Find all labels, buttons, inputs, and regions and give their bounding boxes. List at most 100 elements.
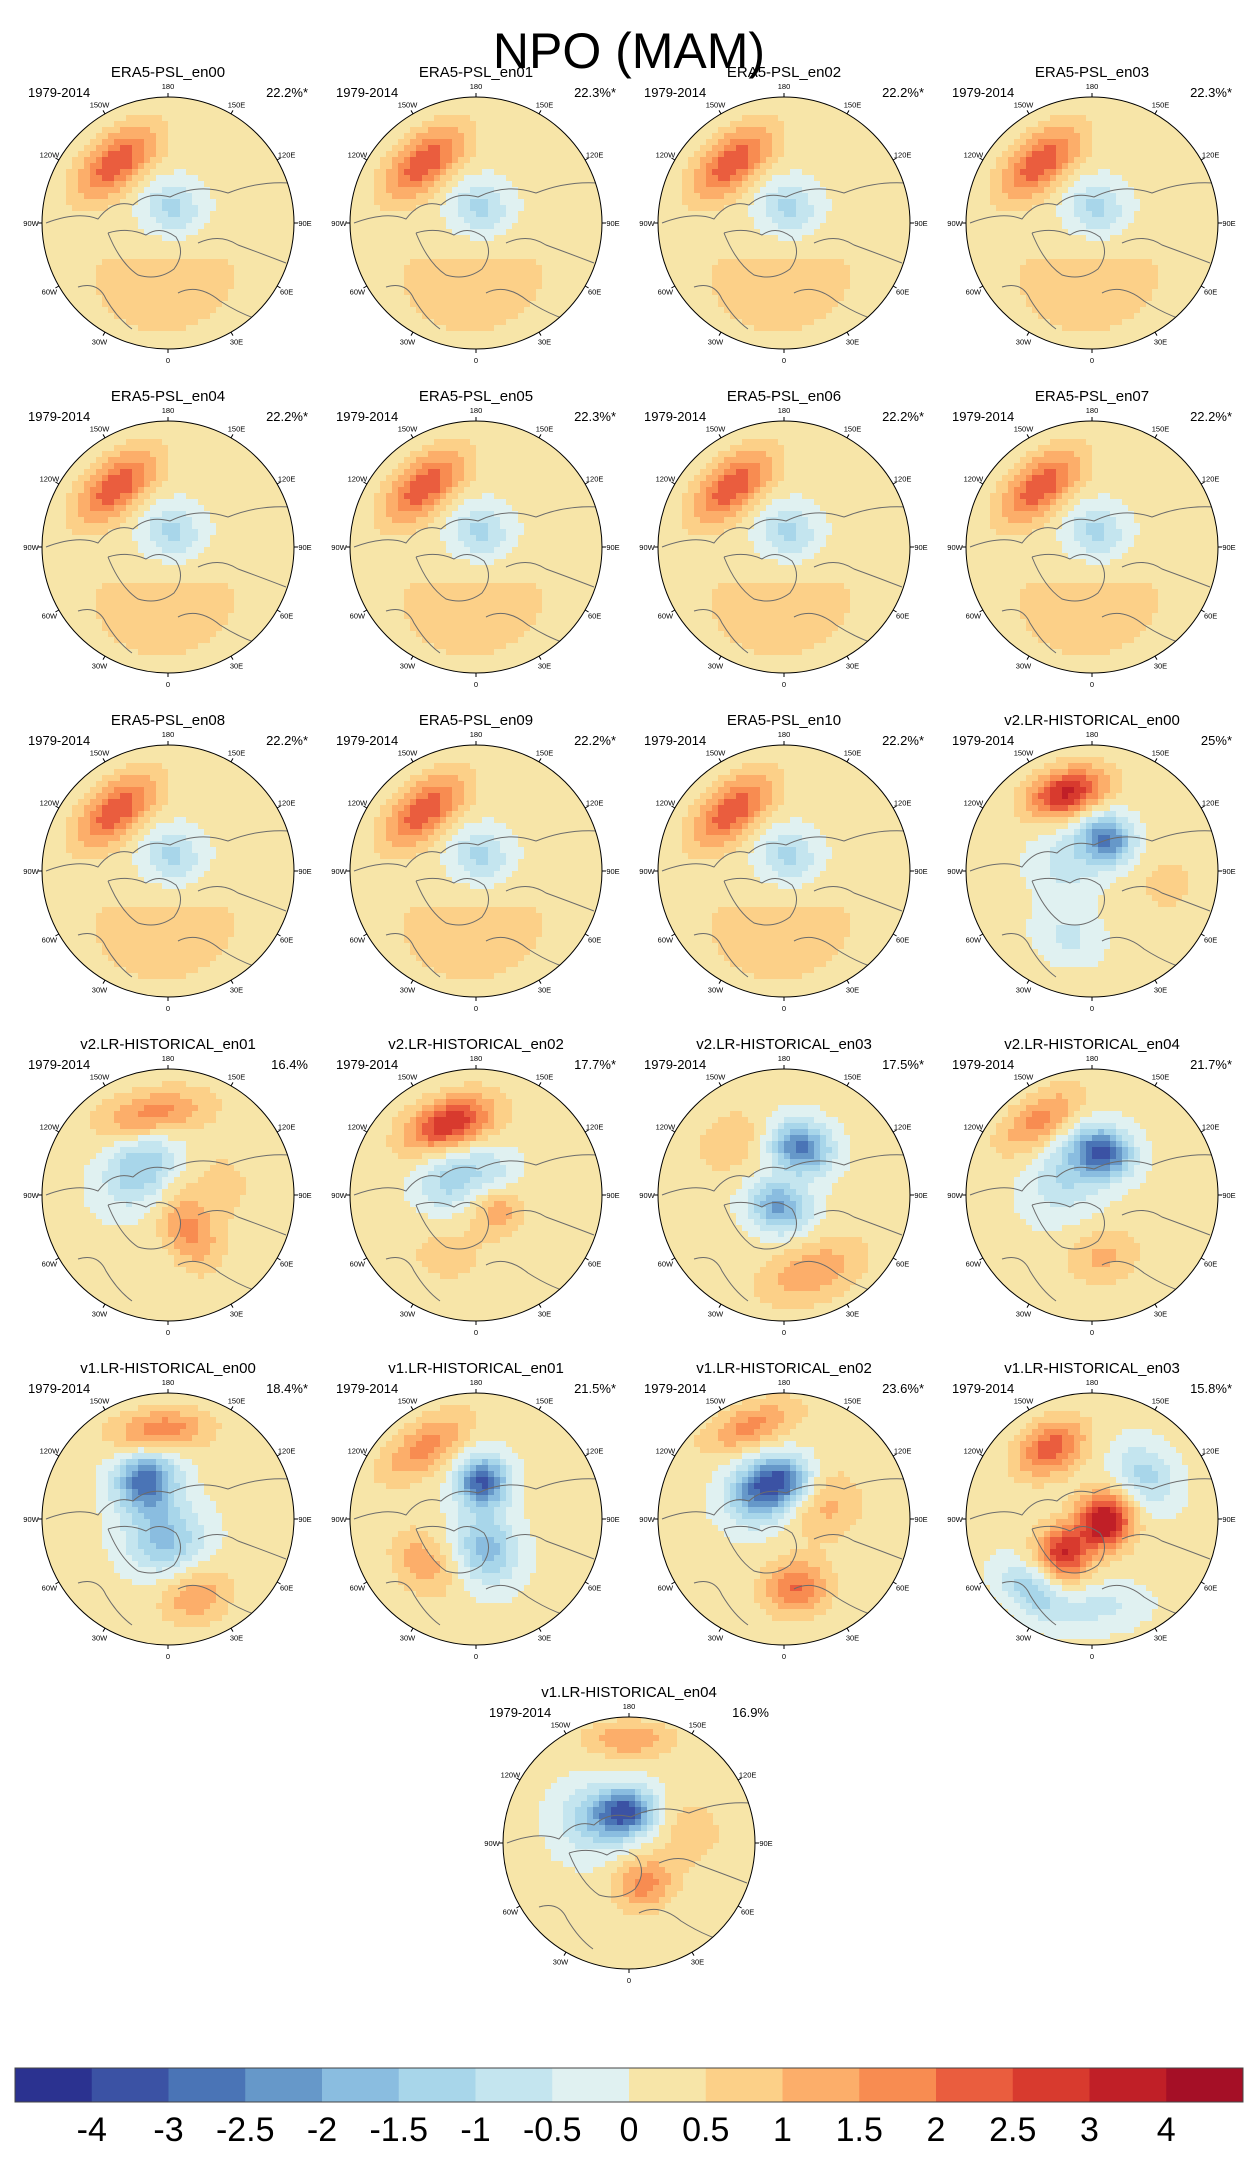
panel-title: ERA5-PSL_en03 <box>1035 64 1149 81</box>
longitude-label: 120E <box>894 799 912 808</box>
coastlines <box>353 506 599 654</box>
longitude-label: 180 <box>162 730 175 739</box>
longitude-tick <box>979 1581 984 1585</box>
panel-title: v2.LR-HISTORICAL_en01 <box>80 1036 256 1053</box>
longitude-label: 120W <box>40 1123 61 1132</box>
longitude-tick <box>691 1730 695 1735</box>
polar-map-panel: 180 150E 120E 90E 60E 30E 0 30W 60W 90W 120W 150W ER… <box>23 712 311 1013</box>
longitude-label: 180 <box>1086 730 1099 739</box>
longitude-label: 150W <box>90 424 111 433</box>
longitude-label: 150E <box>536 100 554 109</box>
longitude-tick <box>718 1082 722 1087</box>
longitude-label: 30W <box>92 662 108 671</box>
longitude-label: 120W <box>656 1123 677 1132</box>
longitude-label: 180 <box>470 406 483 415</box>
longitude-tick <box>363 933 368 937</box>
longitude-tick <box>979 157 984 161</box>
longitude-label: 90E <box>298 543 311 552</box>
longitude-label: 120W <box>964 151 985 160</box>
longitude-tick <box>846 1406 850 1411</box>
anomaly-field <box>966 1393 1218 1645</box>
longitude-label: 150W <box>706 424 727 433</box>
longitude-label: 30E <box>846 986 859 995</box>
longitude-label: 180 <box>1086 82 1099 91</box>
longitude-tick <box>892 1257 897 1261</box>
longitude-label: 30W <box>708 662 724 671</box>
longitude-label: 120E <box>1202 1123 1220 1132</box>
longitude-tick <box>846 1082 850 1087</box>
longitude-tick <box>102 1627 106 1632</box>
anomaly-field <box>42 745 294 997</box>
longitude-tick <box>737 1777 742 1781</box>
longitude-label: 90E <box>759 1839 772 1848</box>
longitude-label: 120E <box>1202 1447 1220 1456</box>
panel-period: 1979-2014 <box>28 409 90 424</box>
longitude-tick <box>230 758 234 763</box>
panel-title: ERA5-PSL_en04 <box>111 388 225 405</box>
panel-period: 1979-2014 <box>952 409 1014 424</box>
anomaly-field <box>966 421 1218 673</box>
longitude-label: 30E <box>846 1310 859 1319</box>
longitude-label: 180 <box>1086 1054 1099 1063</box>
longitude-label: 150E <box>1152 100 1170 109</box>
longitude-label: 150W <box>706 100 727 109</box>
longitude-tick <box>363 481 368 485</box>
longitude-label: 0 <box>474 1004 478 1013</box>
longitude-tick <box>671 157 676 161</box>
panel-period: 1979-2014 <box>952 1057 1014 1072</box>
longitude-label: 0 <box>782 356 786 365</box>
longitude-tick <box>363 157 368 161</box>
longitude-tick <box>276 933 281 937</box>
longitude-label: 90E <box>298 1515 311 1524</box>
longitude-tick <box>230 331 234 336</box>
panel-period: 1979-2014 <box>644 1381 706 1396</box>
longitude-label: 90E <box>606 867 619 876</box>
panel-period: 1979-2014 <box>644 85 706 100</box>
longitude-tick <box>276 1257 281 1261</box>
longitude-label: 60E <box>280 612 293 621</box>
longitude-label: 0 <box>474 1652 478 1661</box>
longitude-tick <box>846 331 850 336</box>
longitude-tick <box>276 1129 281 1133</box>
longitude-tick <box>1154 434 1158 439</box>
panel-title: v2.LR-HISTORICAL_en02 <box>388 1036 564 1053</box>
longitude-label: 150W <box>706 748 727 757</box>
longitude-label: 0 <box>627 1976 631 1985</box>
longitude-tick <box>584 481 589 485</box>
longitude-tick <box>671 933 676 937</box>
polar-map-panel: 180 150E 120E 90E 60E 30E 0 30W 60W 90W 120W 150W v2… <box>639 1036 927 1337</box>
longitude-tick <box>363 1129 368 1133</box>
longitude-tick <box>276 157 281 161</box>
anomaly-field <box>42 97 294 349</box>
longitude-tick <box>55 1453 60 1457</box>
longitude-label: 150W <box>1014 1396 1035 1405</box>
longitude-tick <box>102 758 106 763</box>
longitude-tick <box>1026 331 1030 336</box>
coastlines <box>969 830 1215 978</box>
longitude-label: 60W <box>42 612 58 621</box>
longitude-label: 30W <box>708 1634 724 1643</box>
longitude-label: 120E <box>1202 151 1220 160</box>
longitude-label: 150E <box>844 1396 862 1405</box>
longitude-tick <box>516 1777 521 1781</box>
longitude-tick <box>846 434 850 439</box>
panel-variance-pct: 22.3%* <box>574 85 616 100</box>
longitude-tick <box>55 157 60 161</box>
longitude-label: 60W <box>42 1260 58 1269</box>
longitude-label: 60W <box>966 612 982 621</box>
longitude-label: 30E <box>1154 986 1167 995</box>
longitude-label: 30W <box>1016 662 1032 671</box>
coastlines <box>353 830 599 978</box>
longitude-tick <box>584 157 589 161</box>
longitude-label: 60W <box>503 1908 519 1917</box>
longitude-label: 30W <box>1016 1634 1032 1643</box>
longitude-label: 30W <box>92 1634 108 1643</box>
longitude-tick <box>102 434 106 439</box>
longitude-tick <box>1026 1082 1030 1087</box>
longitude-label: 90W <box>23 543 39 552</box>
longitude-label: 60E <box>896 1584 909 1593</box>
longitude-label: 30W <box>708 1310 724 1319</box>
longitude-label: 150W <box>706 1072 727 1081</box>
longitude-tick <box>410 1627 414 1632</box>
panel-title: ERA5-PSL_en08 <box>111 712 225 729</box>
